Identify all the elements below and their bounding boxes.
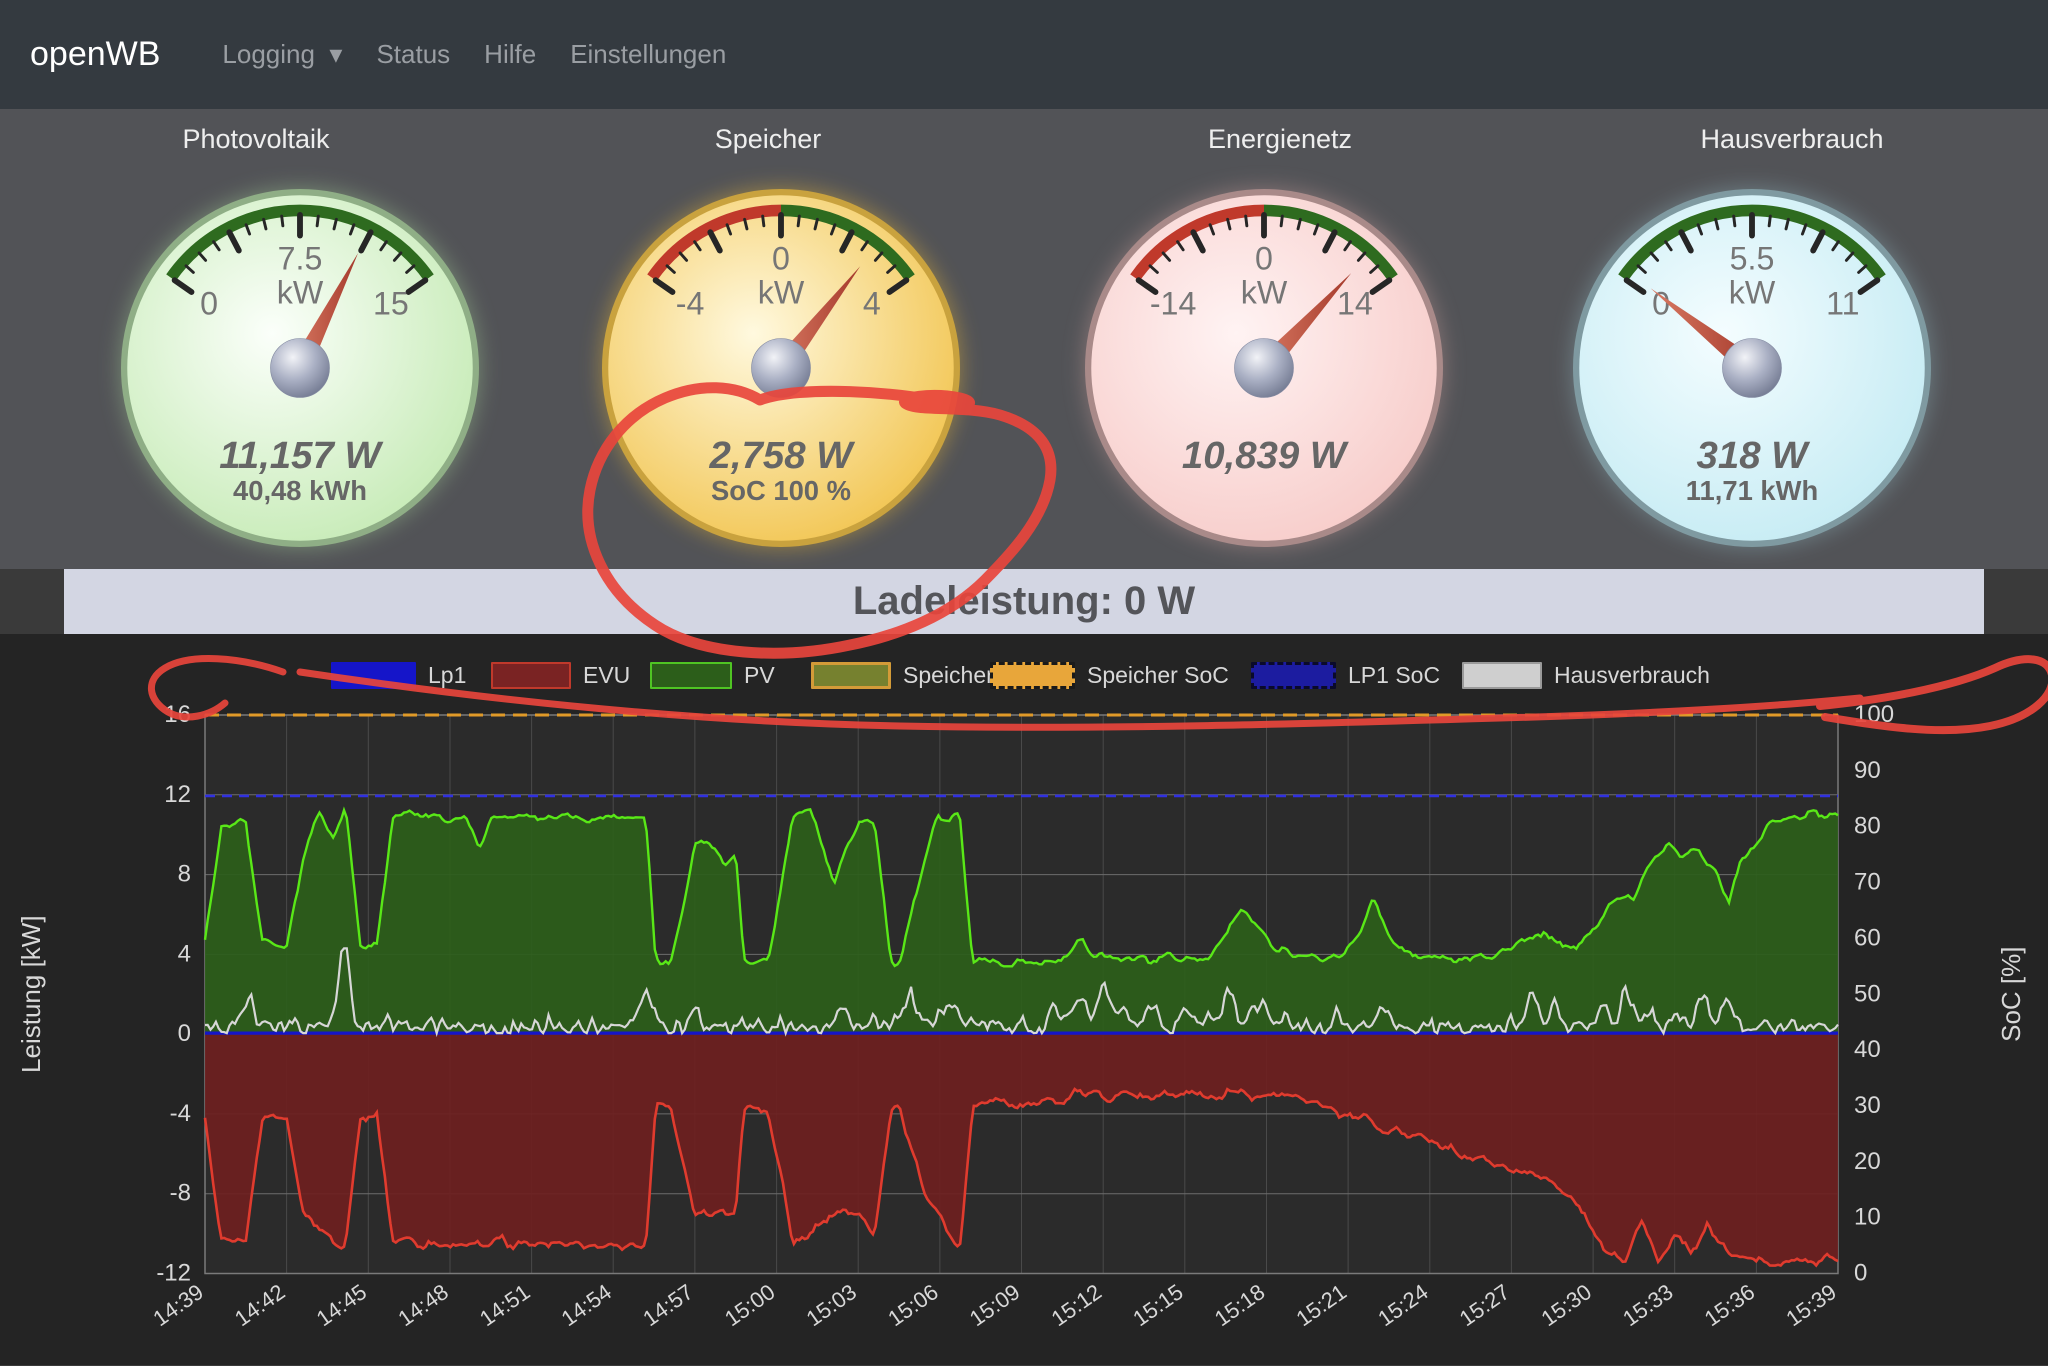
svg-text:40,48 kWh: 40,48 kWh [233, 475, 367, 506]
svg-text:70: 70 [1854, 869, 1881, 896]
svg-text:30: 30 [1854, 1092, 1881, 1119]
svg-text:0: 0 [1854, 1260, 1867, 1287]
svg-text:12: 12 [164, 781, 191, 808]
svg-text:80: 80 [1854, 813, 1881, 840]
svg-text:kW: kW [1241, 274, 1288, 310]
svg-text:Leistung [kW]: Leistung [kW] [16, 915, 46, 1073]
svg-text:0: 0 [1255, 240, 1273, 276]
svg-text:-4: -4 [676, 286, 705, 322]
svg-text:-8: -8 [170, 1180, 191, 1207]
svg-text:-4: -4 [170, 1100, 191, 1127]
svg-text:90: 90 [1854, 757, 1881, 784]
svg-text:15: 15 [373, 286, 409, 322]
svg-text:0: 0 [178, 1020, 191, 1047]
svg-text:kW: kW [277, 274, 324, 310]
svg-text:60: 60 [1854, 924, 1881, 951]
svg-text:kW: kW [1729, 274, 1776, 310]
svg-text:318 W: 318 W [1697, 434, 1811, 477]
svg-text:10: 10 [1854, 1204, 1881, 1231]
svg-text:11: 11 [1826, 286, 1859, 322]
svg-text:40: 40 [1854, 1036, 1881, 1063]
svg-text:4: 4 [178, 940, 191, 967]
svg-text:4: 4 [863, 286, 881, 322]
svg-text:0: 0 [772, 240, 790, 276]
svg-text:-14: -14 [1150, 286, 1197, 322]
svg-text:50: 50 [1854, 980, 1881, 1007]
svg-text:-12: -12 [156, 1260, 191, 1287]
svg-text:100: 100 [1854, 701, 1894, 728]
svg-text:kW: kW [758, 274, 805, 310]
svg-text:0: 0 [200, 286, 218, 322]
svg-text:11,71 kWh: 11,71 kWh [1686, 475, 1818, 506]
svg-text:11,157 W: 11,157 W [219, 434, 383, 477]
svg-text:SoC 100 %: SoC 100 % [711, 475, 851, 506]
svg-text:20: 20 [1854, 1148, 1881, 1175]
svg-text:2,758 W: 2,758 W [709, 434, 856, 477]
svg-text:10,839 W: 10,839 W [1182, 434, 1349, 477]
svg-text:SoC [%]: SoC [%] [1996, 947, 2026, 1042]
svg-text:5.5: 5.5 [1730, 240, 1775, 276]
svg-text:7.5: 7.5 [278, 240, 323, 276]
svg-text:14: 14 [1337, 286, 1373, 322]
svg-text:16: 16 [164, 701, 191, 728]
svg-text:8: 8 [178, 861, 191, 888]
